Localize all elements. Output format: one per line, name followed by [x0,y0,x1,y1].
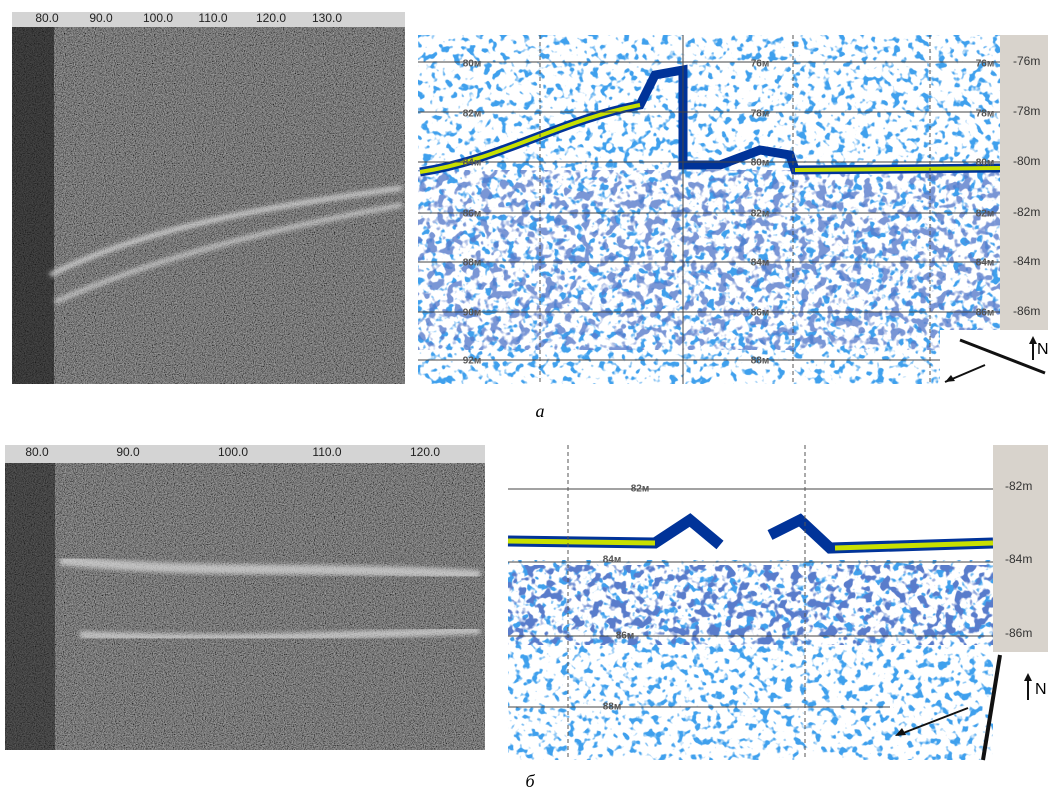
depth-scale-label: -80m [1013,154,1040,168]
grid-label: 88м [463,258,482,269]
grid-label: 76м [976,59,995,70]
ruler-label: 90.0 [116,445,140,459]
grid-label: 86м [976,308,995,319]
ruler-label: 120.0 [410,445,440,459]
grid-label: 88м [603,702,622,713]
grid-label: 84м [976,258,995,269]
depth-scale-label: -86m [1013,304,1040,318]
grid-label: 82м [751,209,770,220]
grid-label: 88м [751,356,770,367]
grid-label: 90м [463,308,482,319]
north-label: N [1037,341,1049,358]
ruler-label: 100.0 [218,445,248,459]
grid-label: 86м [463,209,482,220]
ruler-label: 110.0 [198,11,227,25]
grid-label: 80м [976,158,995,169]
depth-scale-label: -76m [1013,54,1040,68]
depth-scale-label: -82m [1005,479,1032,493]
ruler-label: 80.0 [25,445,49,459]
ruler-label: 90.0 [89,11,113,25]
grid-label: 86м [751,308,770,319]
ruler-label: 120.0 [256,11,286,25]
grid-label: 86м [616,631,635,642]
depth-scale-label: -86m [1005,626,1032,640]
grid-label: 92м [463,356,482,367]
north-label: N [1035,681,1047,698]
echogram-a [418,35,1057,390]
grid-label: 84м [603,555,622,566]
sonar-image-a [12,12,405,384]
grid-label: 78м [976,109,995,120]
grid-label: 82м [631,484,650,495]
caption: а [536,401,545,421]
caption: б [525,771,535,791]
grid-label: 82м [976,209,995,220]
ruler-label: 130.0 [312,11,342,25]
grid-label: 82м [463,109,482,120]
depth-scale-label: -82m [1013,205,1040,219]
ruler-label: 110.0 [312,445,341,459]
labels: 80.0 90.0 100.0 110.0 120.0 130.0 80м 82м 84м 86м… [25,11,1048,791]
grid-label: 84м [751,258,770,269]
depth-scale-label: -84m [1005,552,1032,566]
ruler-label: 80.0 [35,11,59,25]
sonar-image-b [5,445,485,750]
grid-label: 80м [751,158,770,169]
ruler-label: 100.0 [143,11,173,25]
echogram-b [507,445,1048,761]
grid-label: 78м [751,109,770,120]
grid-label: 76м [751,59,770,70]
depth-scale-label: -78m [1013,104,1040,118]
depth-scale-label: -84m [1013,254,1040,268]
grid-label: 80м [463,59,482,70]
grid-label: 84м [463,158,482,169]
